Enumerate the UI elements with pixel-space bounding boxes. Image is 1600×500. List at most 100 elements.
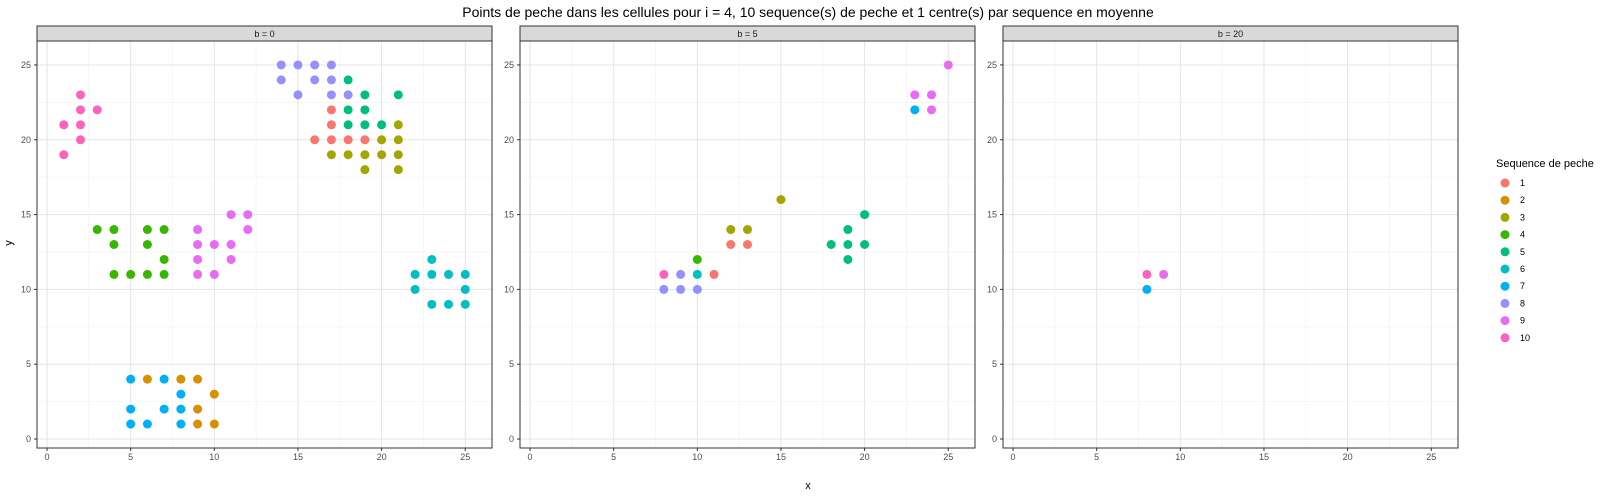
data-point-seq-9 (927, 105, 937, 115)
data-point-seq-2 (176, 374, 186, 384)
data-point-seq-5 (393, 90, 403, 100)
legend-key-10 (1500, 333, 1510, 343)
data-point-seq-4 (109, 269, 119, 279)
panel-border (1002, 40, 1459, 449)
data-point-seq-6 (410, 284, 420, 294)
data-point-seq-1 (326, 135, 336, 145)
data-point-seq-4 (142, 269, 152, 279)
panel-border (36, 40, 493, 449)
data-point-seq-4 (692, 254, 702, 264)
data-point-seq-4 (142, 225, 152, 235)
strip-label: b = 0 (254, 29, 274, 39)
x-tick-label: 20 (1343, 452, 1353, 462)
data-point-seq-3 (776, 195, 786, 205)
data-point-seq-8 (293, 90, 303, 100)
data-point-seq-9 (193, 269, 203, 279)
data-point-seq-9 (226, 240, 236, 249)
legend-key-3 (1500, 212, 1510, 222)
x-tick-label: 10 (692, 452, 702, 462)
data-point-seq-6 (427, 269, 437, 279)
data-point-seq-1 (360, 135, 370, 145)
legend-label-2: 2 (1520, 195, 1525, 205)
data-point-seq-7 (176, 404, 186, 414)
data-point-seq-8 (276, 60, 286, 70)
panel-3: b = 20 0 5 10 15 20 25 0 5 10 15 20 25 (987, 25, 1459, 462)
data-point-seq-6 (460, 299, 470, 309)
legend-key-2 (1500, 195, 1510, 205)
x-tick-label: 20 (377, 452, 387, 462)
data-point-seq-9 (943, 60, 953, 70)
data-point-seq-5 (343, 120, 353, 130)
data-point-seq-1 (726, 240, 736, 249)
x-tick-label: 15 (776, 452, 786, 462)
y-tick-label: 25 (21, 60, 31, 70)
chart-title: Points de peche dans les cellules pour i… (462, 4, 1154, 20)
data-point-seq-3 (360, 150, 370, 160)
y-tick-label: 20 (987, 135, 997, 145)
data-point-seq-7 (910, 105, 920, 115)
data-point-seq-9 (243, 210, 253, 220)
legend-label-4: 4 (1520, 230, 1525, 240)
data-point-seq-8 (326, 90, 336, 100)
panel-border (519, 40, 976, 449)
data-point-seq-5 (377, 120, 387, 130)
data-point-seq-3 (393, 150, 403, 160)
data-point-seq-9 (209, 269, 219, 279)
y-tick-label: 15 (21, 210, 31, 220)
data-point-seq-1 (326, 120, 336, 130)
y-tick-label: 10 (504, 284, 514, 294)
data-point-seq-3 (343, 150, 353, 160)
panel-1: b = 0 0 5 10 15 20 25 0 5 10 15 20 25 (21, 25, 493, 462)
data-point-seq-1 (709, 269, 719, 279)
data-point-seq-9 (927, 90, 937, 100)
data-point-seq-7 (126, 374, 136, 384)
data-point-seq-5 (826, 240, 836, 249)
y-tick-label: 10 (21, 284, 31, 294)
data-point-seq-9 (193, 240, 203, 249)
data-point-seq-5 (360, 120, 370, 130)
data-point-seq-4 (109, 240, 119, 249)
legend-label-8: 8 (1520, 298, 1525, 308)
data-point-seq-8 (326, 75, 336, 85)
data-point-seq-10 (75, 90, 85, 100)
data-point-seq-3 (377, 150, 387, 160)
x-tick-label: 25 (1426, 452, 1436, 462)
y-tick-label: 0 (26, 434, 31, 444)
data-point-seq-4 (159, 225, 169, 235)
data-point-seq-9 (243, 225, 253, 235)
data-point-seq-7 (159, 404, 169, 414)
x-axis-title: x (805, 480, 811, 492)
data-point-seq-3 (377, 135, 387, 145)
data-point-seq-3 (326, 150, 336, 160)
data-point-seq-8 (676, 284, 686, 294)
data-point-seq-10 (1142, 269, 1152, 279)
data-point-seq-5 (360, 105, 370, 115)
data-point-seq-9 (193, 254, 203, 264)
data-point-seq-3 (743, 225, 752, 235)
legend-key-8 (1500, 298, 1510, 308)
data-point-seq-6 (427, 299, 437, 309)
y-tick-label: 5 (992, 359, 997, 369)
data-point-seq-1 (310, 135, 320, 145)
y-tick-label: 25 (987, 60, 997, 70)
data-point-seq-10 (75, 135, 85, 145)
data-point-seq-2 (193, 374, 203, 384)
strip-label: b = 5 (737, 29, 757, 39)
data-point-seq-5 (843, 240, 853, 249)
legend-key-4 (1500, 230, 1510, 240)
data-point-seq-3 (393, 165, 403, 175)
x-tick-label: 0 (1011, 452, 1016, 462)
y-tick-label: 20 (21, 135, 31, 145)
data-point-seq-9 (226, 210, 236, 220)
data-point-seq-2 (142, 374, 152, 384)
y-tick-label: 15 (987, 210, 997, 220)
panel-2: b = 5 0 5 10 15 20 25 0 5 10 15 20 25 (504, 25, 976, 462)
data-point-seq-10 (59, 120, 69, 130)
legend-key-1 (1500, 178, 1510, 188)
data-point-seq-5 (843, 225, 853, 235)
data-point-seq-2 (193, 404, 203, 414)
x-tick-label: 0 (528, 452, 533, 462)
data-point-seq-7 (142, 419, 152, 429)
legend-key-5 (1500, 247, 1510, 257)
